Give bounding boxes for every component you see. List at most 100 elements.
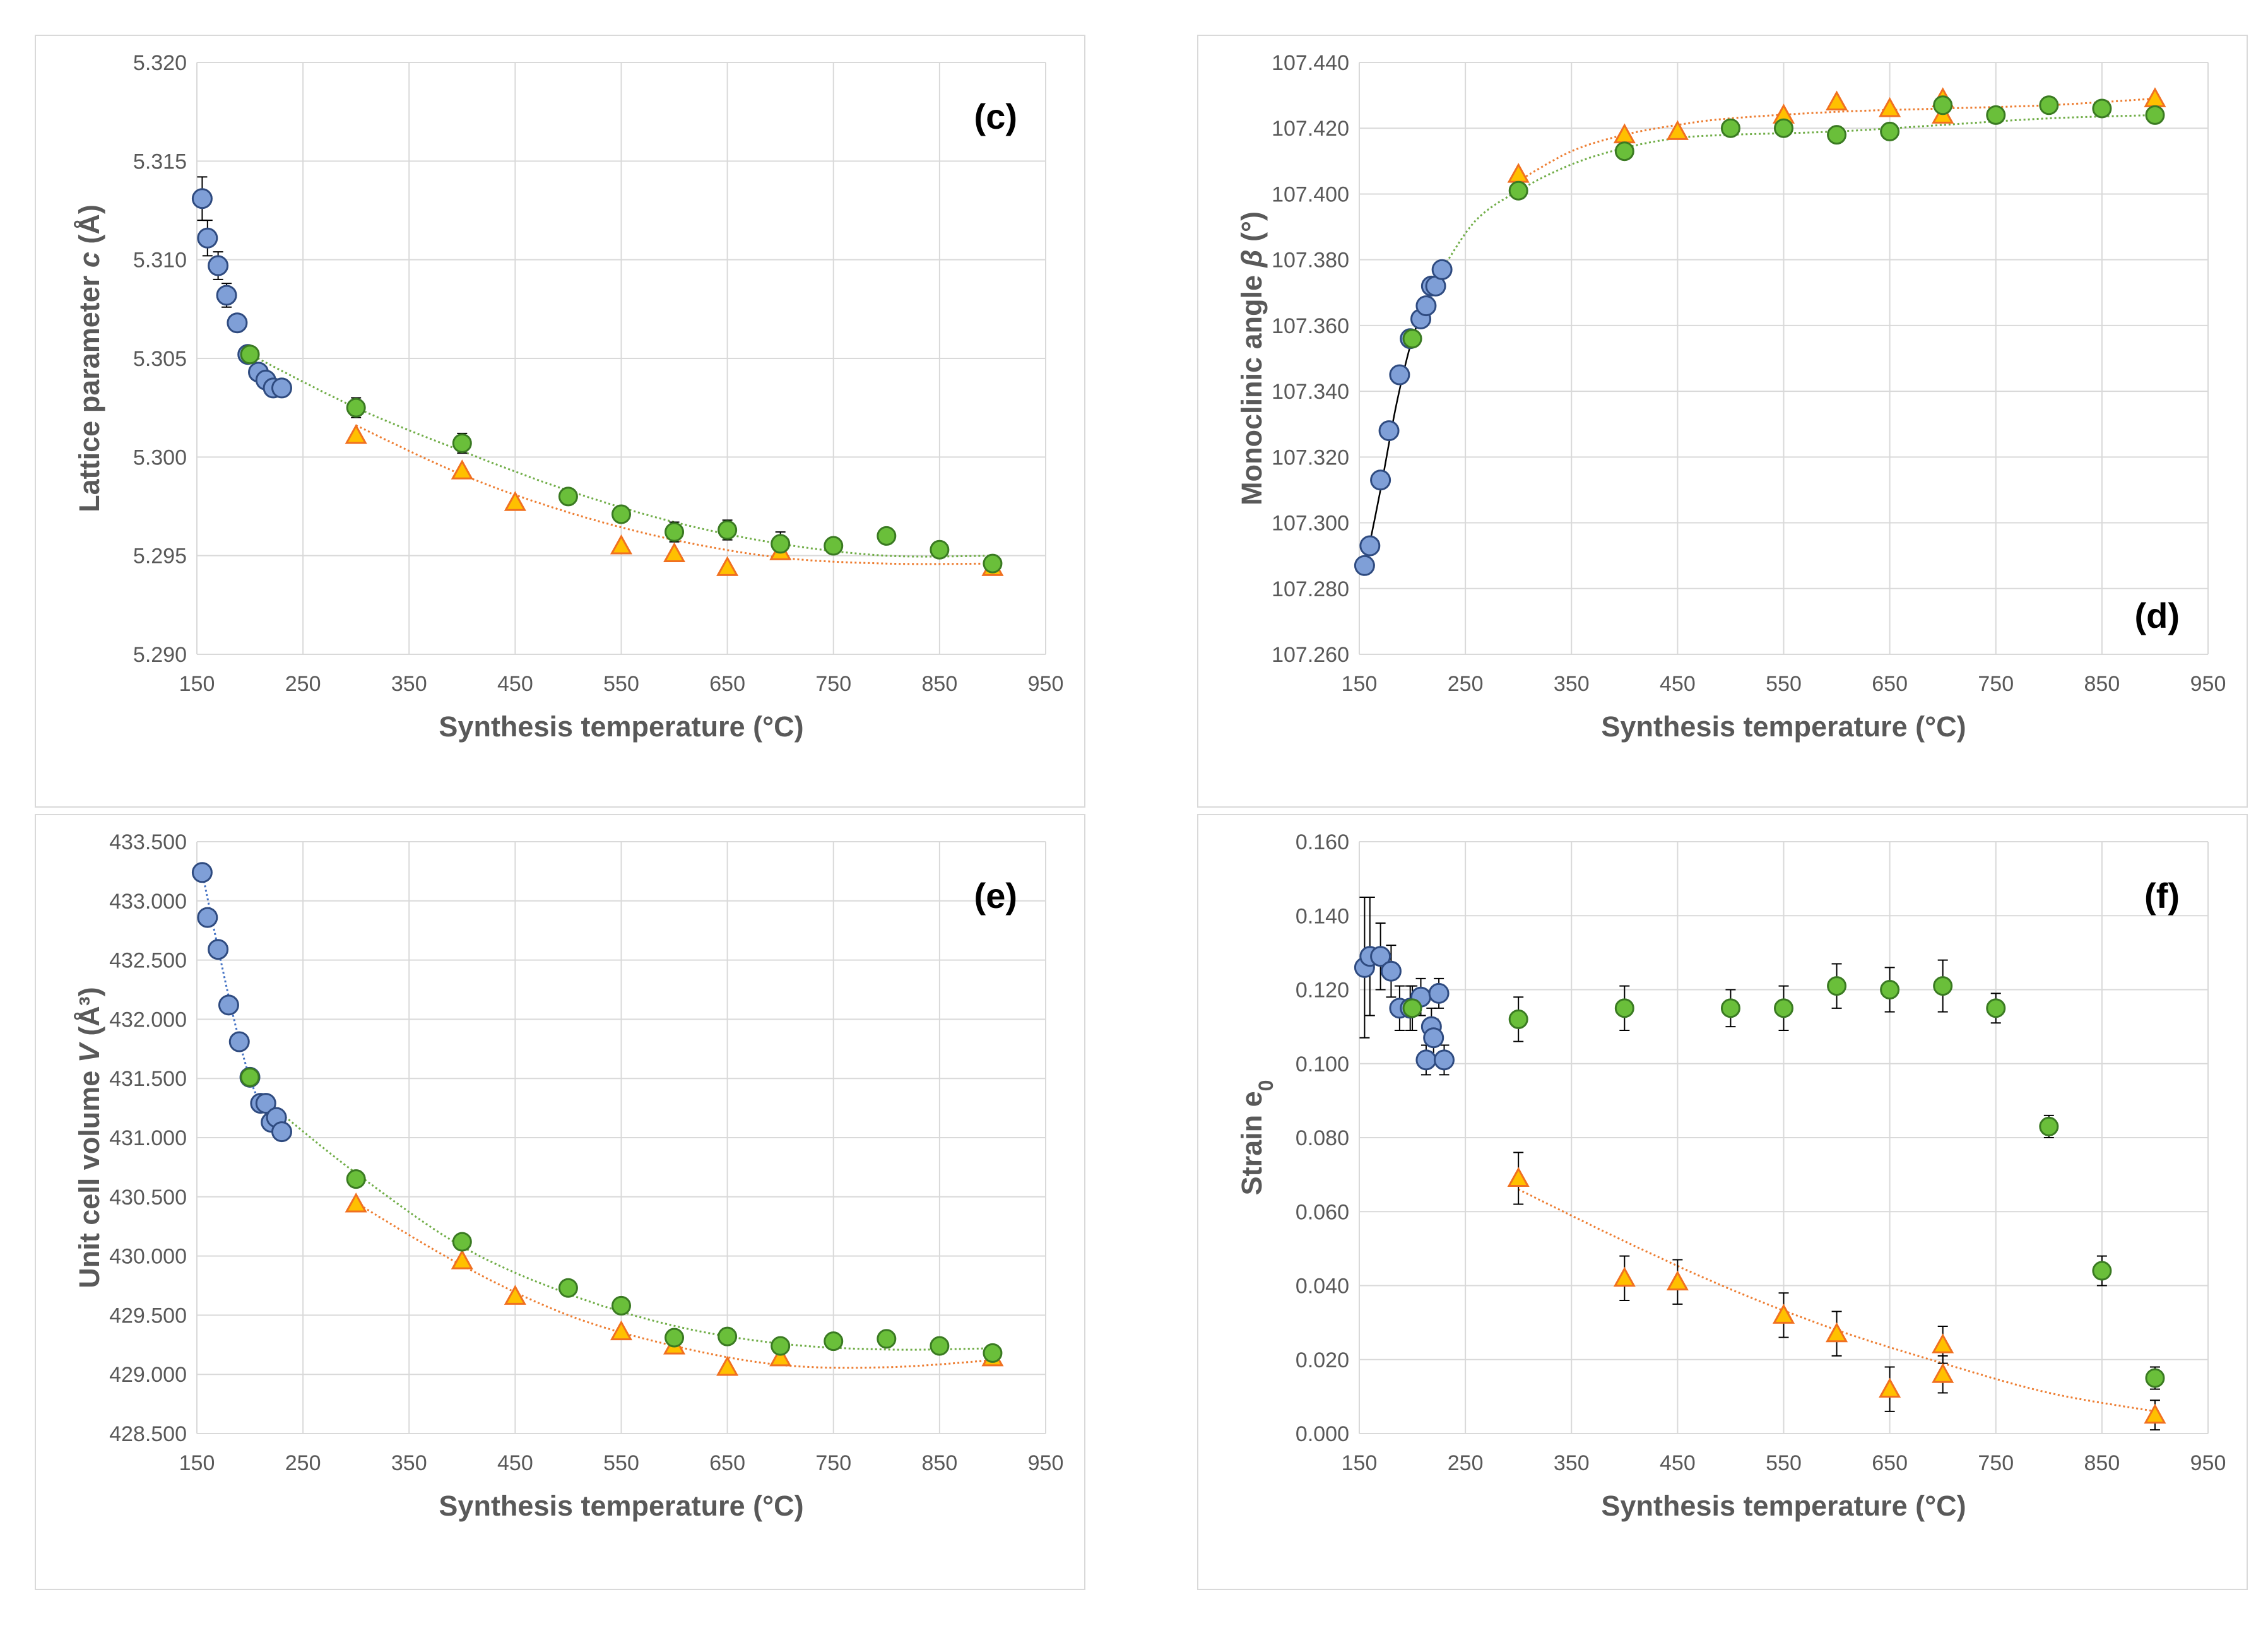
y-tick-label: 107.420: [1272, 117, 1349, 141]
y-axis-title-main: Strain e: [1236, 1091, 1268, 1195]
data-point-green: [1508, 1009, 1528, 1029]
data-point-orange: [1932, 1363, 1954, 1383]
x-tick-label: 350: [1554, 672, 1590, 696]
x-tick-label: 950: [2190, 672, 2226, 696]
x-tick-label: 750: [815, 1451, 851, 1475]
y-axis-title-unit: (Å): [73, 204, 105, 252]
data-point-blue: [208, 939, 229, 960]
data-point-orange: [1826, 90, 1848, 111]
data-point-orange: [451, 459, 473, 480]
data-point-blue: [1380, 960, 1402, 982]
data-point-blue: [255, 1093, 276, 1114]
trendline-green: [281, 1113, 993, 1351]
data-point-green: [1986, 998, 2006, 1018]
chart-f-svg: 0.000 0.020 0.040 0.060 0.080 0.100 0.120 0.140…: [1236, 830, 2226, 1522]
data-point-blue: [271, 377, 292, 399]
data-point-blue: [197, 907, 218, 928]
data-point-orange: [345, 1192, 367, 1213]
data-point-green: [930, 1336, 950, 1356]
data-point-blue: [1370, 469, 1391, 491]
data-point-blue: [1370, 946, 1391, 967]
data-point-blue: [197, 227, 218, 249]
y-tick-label: 107.300: [1272, 512, 1349, 536]
trendline-green: [1441, 114, 2155, 271]
y-tick-label: 0.080: [1296, 1126, 1349, 1150]
data-point-blue: [228, 1031, 250, 1052]
y-tick-label: 107.340: [1272, 380, 1349, 404]
data-point-green: [2039, 95, 2059, 115]
data-point-orange: [1507, 163, 1530, 183]
data-point-green: [1933, 976, 1953, 996]
x-tick-label: 650: [1872, 1451, 1908, 1475]
y-tick-label: 0.160: [1296, 830, 1349, 854]
y-tick-label: 0.140: [1296, 904, 1349, 928]
y-tick-label: 433.500: [109, 830, 187, 854]
data-point-orange: [1613, 1266, 1636, 1287]
data-point-blue: [1378, 420, 1400, 442]
data-point-orange: [1826, 1322, 1848, 1343]
chart-d-svg: 107.260 107.280 107.300 107.320 107.340 107.3…: [1236, 51, 2226, 743]
data-point-green: [1720, 998, 1740, 1018]
trendline-orange: [1518, 97, 2155, 182]
x-tick-label: 450: [1660, 1451, 1696, 1475]
data-point-green: [1402, 329, 1422, 349]
y-tick-label: 431.500: [109, 1067, 187, 1091]
data-point-orange: [1932, 1333, 1954, 1353]
data-point-green: [1720, 118, 1740, 138]
x-axis-title: Synthesis temperature (°C): [1601, 710, 1966, 743]
x-tick-label: 150: [1342, 672, 1378, 696]
data-point-green: [930, 539, 950, 560]
data-point-green: [452, 433, 472, 453]
y-tick-label: 0.000: [1296, 1422, 1349, 1446]
y-axis-title-main: Unit cell volume: [73, 1063, 105, 1288]
data-point-blue: [1428, 982, 1450, 1004]
data-point-green: [1986, 105, 2006, 125]
data-point-green: [2145, 1368, 2165, 1388]
y-tick-label: 5.320: [133, 51, 187, 75]
x-tick-label: 550: [1766, 672, 1802, 696]
y-axis-title: Monoclinic angle β (°): [1236, 211, 1268, 505]
data-point-green: [2039, 1116, 2059, 1136]
data-point-orange: [504, 491, 526, 511]
data-point-green: [1880, 980, 1900, 999]
x-tick-label: 650: [709, 1451, 745, 1475]
data-point-green: [1614, 141, 1634, 162]
x-axis-title: Synthesis temperature (°C): [439, 1490, 803, 1522]
y-tick-label: 430.500: [109, 1186, 187, 1210]
y-axis-title-symbol: c: [73, 252, 105, 268]
x-tick-label: 850: [922, 1451, 958, 1475]
x-tick-label: 250: [285, 1451, 321, 1475]
y-axis-title: Unit cell volume V (Å³): [73, 987, 105, 1288]
data-point-blue: [1415, 1049, 1437, 1071]
y-tick-label: 0.060: [1296, 1200, 1349, 1224]
y-tick-label: 432.000: [109, 1008, 187, 1032]
trendline-blue: [201, 872, 283, 1133]
data-point-blue: [1389, 364, 1410, 386]
data-point-green: [1508, 180, 1528, 201]
y-tick-label: 0.120: [1296, 979, 1349, 1003]
data-point-orange: [1507, 1167, 1530, 1187]
x-tick-label: 950: [1028, 672, 1064, 696]
y-tick-label: 107.440: [1272, 51, 1349, 75]
data-point-blue: [1359, 535, 1381, 557]
data-point-blue: [216, 285, 237, 306]
y-tick-label: 433.000: [109, 890, 187, 914]
data-point-orange: [716, 1355, 739, 1376]
data-point-green: [1827, 125, 1847, 145]
data-point-orange: [345, 423, 367, 444]
data-point-blue: [191, 188, 213, 209]
data-point-orange: [663, 542, 686, 563]
data-point-blue: [227, 312, 248, 334]
x-tick-label: 550: [603, 672, 639, 696]
data-point-green: [983, 553, 1003, 574]
x-tick-label: 850: [2084, 1451, 2120, 1475]
panel-label: (c): [974, 97, 1017, 136]
data-point-green: [664, 1328, 685, 1348]
y-axis-title: Lattice parameter c (Å): [73, 204, 105, 512]
data-point-green: [346, 398, 366, 418]
data-point-green: [877, 526, 897, 546]
y-tick-label: 107.400: [1272, 182, 1349, 206]
panel-label: (d): [2134, 596, 2180, 635]
panel-label: (f): [2144, 876, 2180, 916]
data-point-green: [452, 1232, 472, 1252]
